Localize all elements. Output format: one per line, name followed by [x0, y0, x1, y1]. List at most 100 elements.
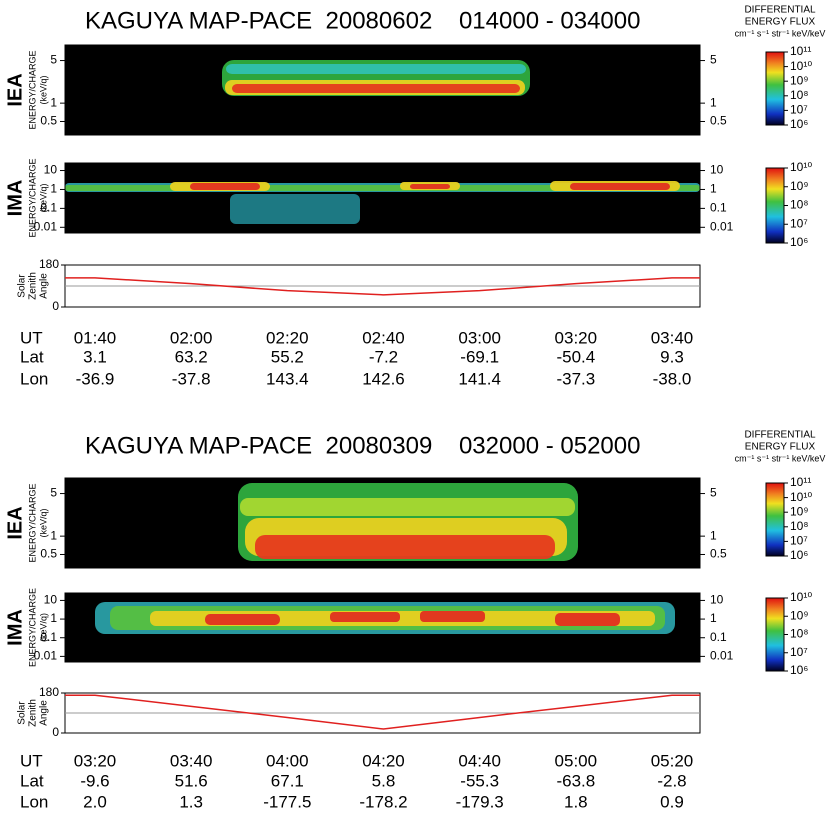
y-tick-label: 0.5	[40, 114, 57, 128]
colorbar-tick-label: 10⁶	[790, 548, 808, 562]
colorbar	[765, 167, 785, 244]
table-cell: -36.9	[76, 369, 115, 388]
chart-title: KAGUYA MAP-PACE 20080309 032000 - 052000	[85, 432, 640, 459]
y-axis-label: ENERGY/CHARGE	[27, 483, 37, 562]
y-tick-label: 180	[39, 685, 59, 699]
colorbar-tick-label: 10⁷	[790, 645, 808, 659]
table-cell: 1.8	[564, 792, 588, 811]
table-cell: -177.5	[263, 792, 311, 811]
flux-region	[230, 194, 360, 224]
y-axis-unit: (keV/q)	[38, 613, 48, 642]
table-cell: 03:40	[651, 328, 694, 347]
annotation: ions: from the Moon	[98, 638, 261, 657]
colorbar-tick-label: 10⁶	[790, 235, 808, 249]
table-cell: -50.4	[556, 347, 595, 366]
colorbar-tick-label: 10¹¹	[790, 44, 811, 58]
table-cell: -7.2	[369, 347, 398, 366]
table-cell: 03:00	[458, 328, 501, 347]
chart-title: KAGUYA MAP-PACE 20080602 014000 - 034000	[85, 7, 640, 34]
sza-line	[65, 694, 700, 730]
flux-region	[255, 535, 555, 559]
colorbar-tick-label: 10⁸	[790, 519, 808, 533]
flux-region	[420, 611, 485, 622]
colorbar-tick-label: 10⁹	[790, 504, 809, 518]
table-cell: 02:20	[266, 328, 309, 347]
sza-label: Solar	[17, 274, 28, 298]
row-label: Lat	[20, 771, 44, 790]
flux-region	[570, 183, 670, 190]
colorbar-tick-label: 10⁶	[790, 663, 808, 677]
y-tick-label: 0.01	[710, 219, 734, 233]
y-tick-label: 10	[710, 163, 724, 177]
y-tick-label: 0.5	[710, 547, 727, 561]
instrument-label: IEA	[4, 73, 26, 106]
y-axis-label: ENERGY/CHARGE	[27, 588, 37, 667]
colorbar-tick-label: 10⁹	[790, 608, 809, 622]
y-tick-label: 10	[44, 163, 58, 177]
table-cell: 67.1	[271, 771, 304, 790]
annotation: ions: to the Moon	[98, 544, 240, 563]
y-tick-label: 0.5	[40, 547, 57, 561]
y-tick-label: 0.01	[34, 219, 58, 233]
table-cell: -63.8	[556, 771, 595, 790]
table-cell: -179.3	[456, 792, 504, 811]
colorbar	[765, 51, 785, 126]
table-cell: 141.4	[458, 369, 501, 388]
y-axis-label: ENERGY/CHARGE	[27, 158, 37, 237]
table-cell: -2.8	[657, 771, 686, 790]
table-cell: 02:00	[170, 328, 213, 347]
flux-region	[226, 64, 526, 74]
sza-label: Zenith	[28, 699, 39, 727]
colorbar-tick-label: 10⁹	[790, 73, 809, 87]
colorbar-units: cm⁻¹ s⁻¹ str⁻¹ keV/keV	[735, 453, 826, 463]
row-label: Lon	[20, 369, 48, 388]
colorbar-tick-label: 10⁸	[790, 627, 808, 641]
sza-label: Angle	[39, 273, 50, 299]
colorbar-tick-label: 10⁶	[790, 117, 808, 131]
axes-frame	[64, 162, 701, 234]
table-cell: -38.0	[653, 369, 692, 388]
axes-frame	[64, 477, 701, 569]
flux-region	[190, 183, 260, 190]
flux-region	[205, 614, 280, 625]
row-label: UT	[20, 751, 43, 770]
colorbar-tick-label: 10¹⁰	[790, 160, 812, 174]
axes-frame	[64, 44, 701, 136]
colorbar-tick-label: 10¹⁰	[790, 490, 812, 504]
table-cell: 5.8	[372, 771, 396, 790]
colorbar	[765, 482, 785, 557]
colorbar-title: ENERGY FLUX	[745, 17, 816, 28]
colorbar-tick-label: 10⁹	[790, 179, 809, 193]
table-cell: 9.3	[660, 347, 684, 366]
table-cell: 03:40	[170, 751, 213, 770]
y-tick-label: 0.5	[710, 114, 727, 128]
sza-label: Zenith	[28, 272, 39, 300]
table-cell: 0.9	[660, 792, 684, 811]
y-axis-unit: (keV/q)	[38, 183, 48, 212]
y-tick-label: 5	[710, 486, 717, 500]
sza-line	[65, 277, 700, 296]
table-cell: 03:20	[555, 328, 598, 347]
table-cell: 51.6	[175, 771, 208, 790]
table-cell: -37.3	[556, 369, 595, 388]
y-tick-label: 0.01	[710, 649, 734, 663]
colorbar-tick-label: 10¹⁰	[790, 590, 812, 604]
y-axis-unit: (keV/q)	[38, 508, 48, 537]
y-tick-label: 1	[710, 182, 717, 196]
y-tick-label: 0.1	[40, 201, 57, 215]
table-cell: -9.6	[80, 771, 109, 790]
table-cell: 05:20	[651, 751, 694, 770]
instrument-label: IEA	[4, 506, 26, 539]
row-label: UT	[20, 328, 43, 347]
axes-frame	[64, 592, 701, 663]
y-tick-label: 1	[50, 182, 57, 196]
instrument-label: IMA	[4, 609, 26, 646]
y-tick-label: 0.1	[710, 630, 727, 644]
table-cell: 03:20	[74, 751, 117, 770]
annotation: ions: to the Moon	[550, 111, 692, 130]
table-cell: -37.8	[172, 369, 211, 388]
flux-region	[240, 498, 575, 516]
colorbar-title: DIFFERENTIAL	[744, 5, 816, 16]
table-cell: -55.3	[460, 771, 499, 790]
